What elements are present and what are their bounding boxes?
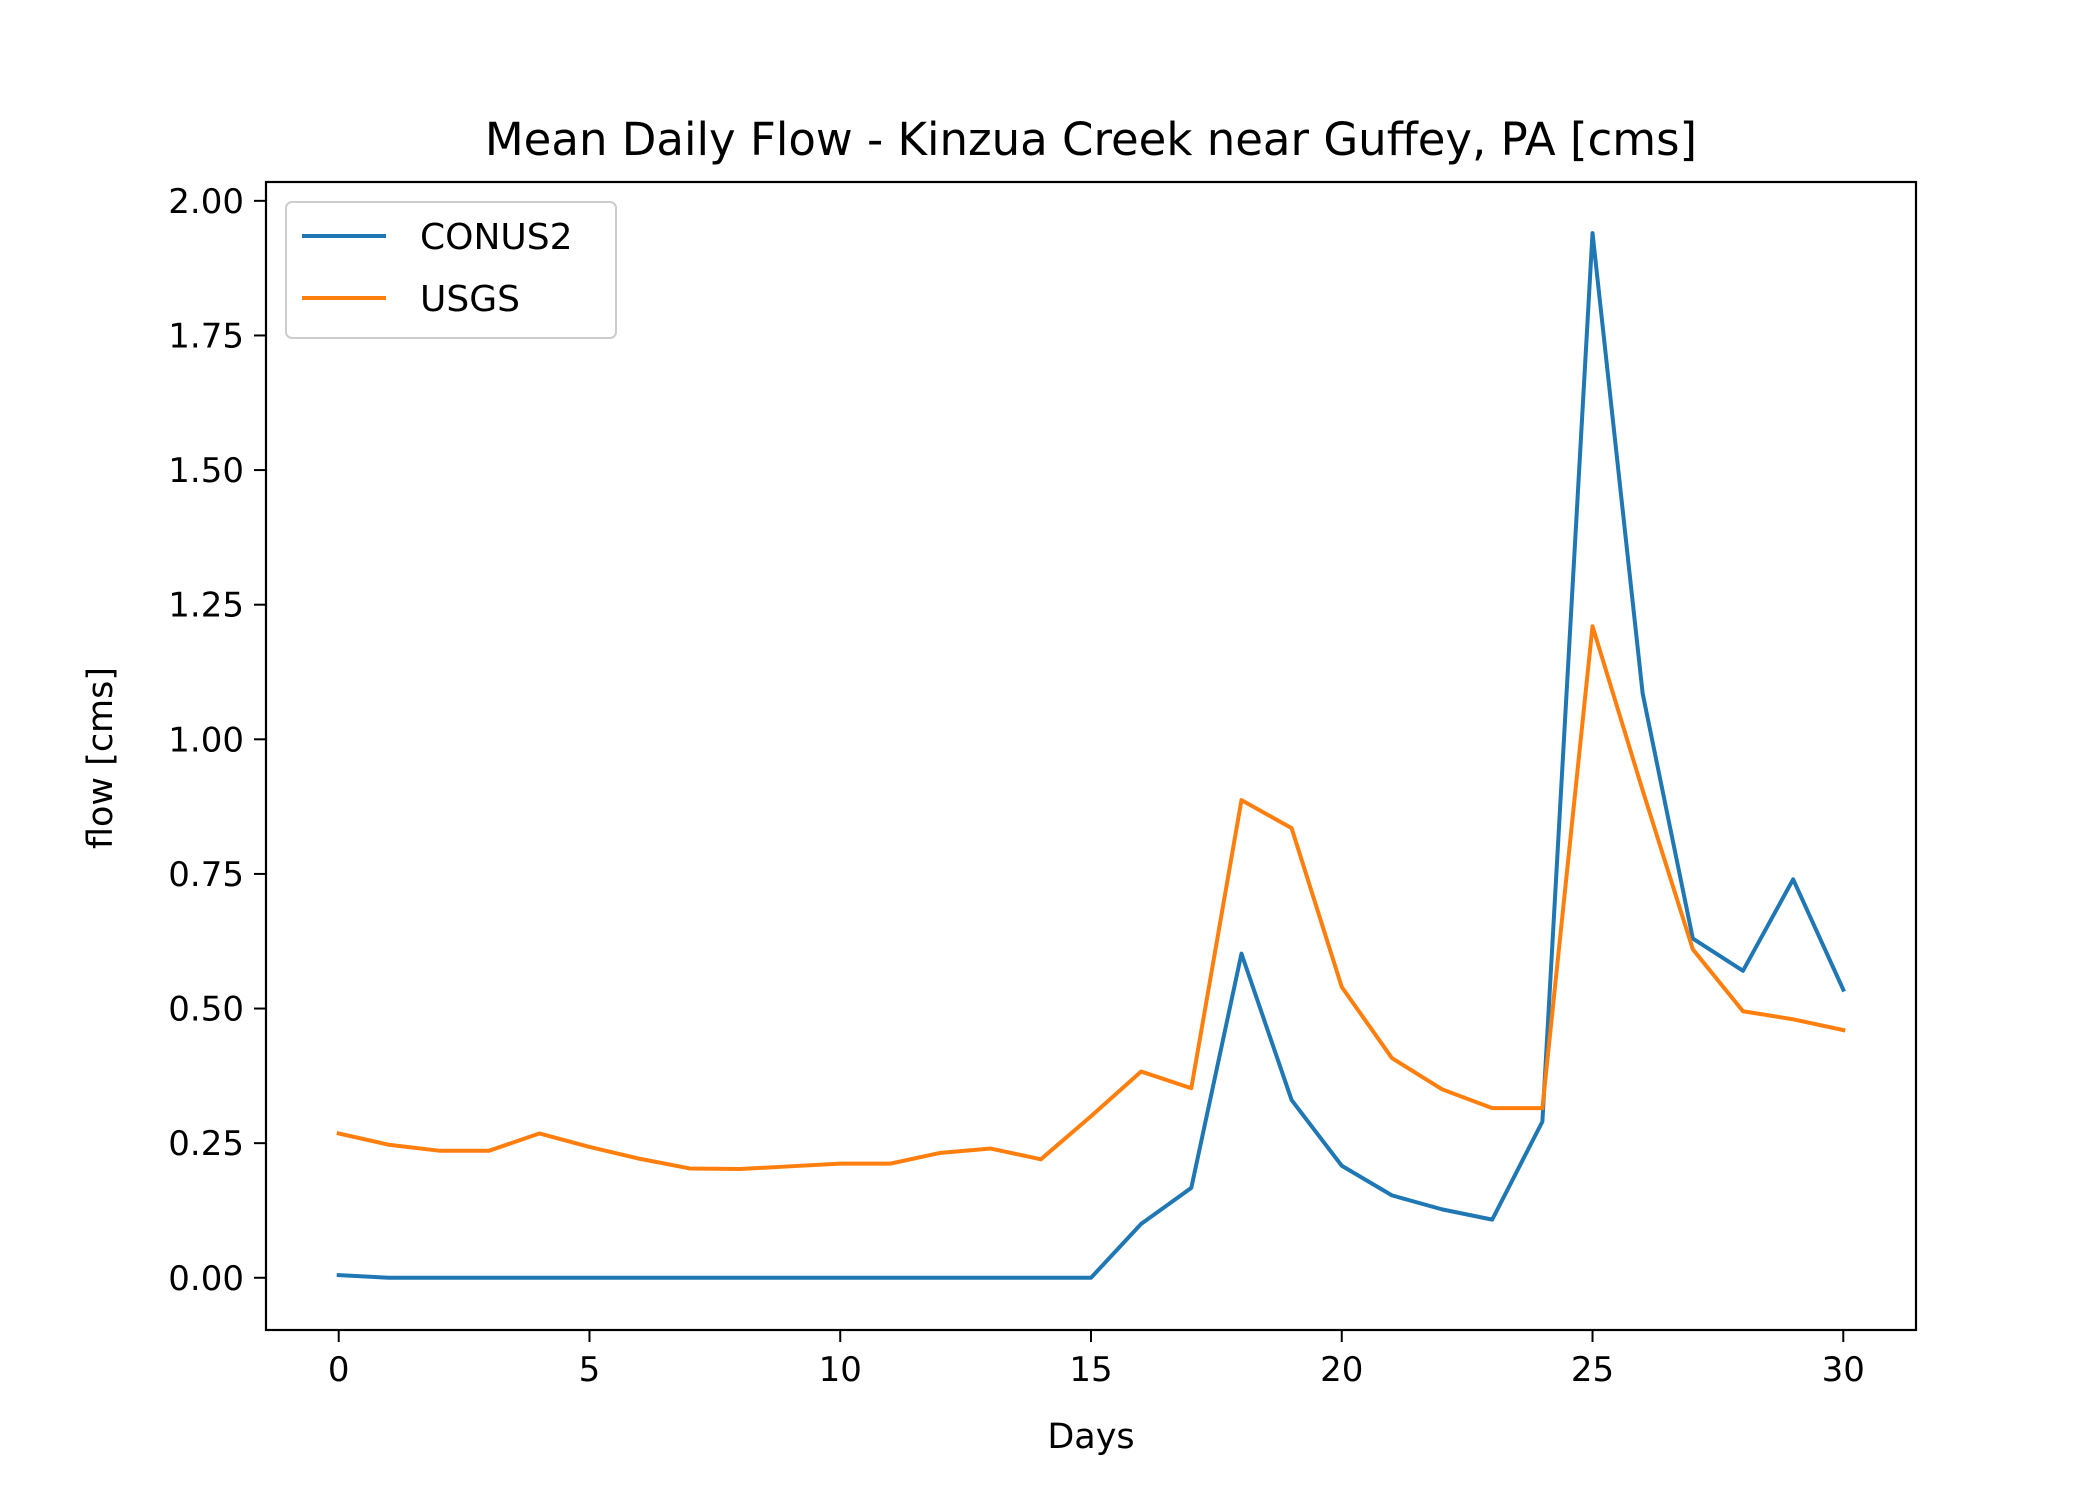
y-tick-label: 1.00 xyxy=(168,720,244,760)
legend-label-conus2: CONUS2 xyxy=(420,217,573,258)
x-axis-label: Days xyxy=(1047,1417,1134,1457)
x-tick-label: 10 xyxy=(819,1350,862,1390)
y-tick-label: 1.75 xyxy=(168,316,244,356)
y-tick-label: 2.00 xyxy=(168,182,244,222)
x-tick-label: 5 xyxy=(579,1350,601,1390)
x-tick-label: 30 xyxy=(1822,1350,1865,1390)
y-tick-label: 0.00 xyxy=(168,1259,244,1299)
y-tick-label: 1.50 xyxy=(168,451,244,491)
chart-title: Mean Daily Flow - Kinzua Creek near Guff… xyxy=(485,113,1697,166)
legend: CONUS2 USGS xyxy=(285,201,617,339)
ticks-layer: 0 5 10 15 20 25 30 0.00 0.25 0.50 0.75 1.00 1.25 1.50… xyxy=(168,182,1865,1390)
series-line-conus2 xyxy=(336,231,1846,1280)
y-tick-label: 0.75 xyxy=(168,855,244,895)
y-axis-label: flow [cms] xyxy=(81,667,121,849)
y-tick-label: 0.50 xyxy=(168,990,244,1030)
y-tick-label: 1.25 xyxy=(168,586,244,626)
legend-label-usgs: USGS xyxy=(420,279,520,320)
series-layer xyxy=(336,231,1846,1280)
x-tick-label: 0 xyxy=(328,1350,350,1390)
y-tick-label: 0.25 xyxy=(168,1124,244,1164)
x-tick-label: 25 xyxy=(1571,1350,1614,1390)
series-line-usgs xyxy=(336,624,1846,1171)
x-tick-label: 20 xyxy=(1320,1350,1363,1390)
x-tick-label: 15 xyxy=(1069,1350,1112,1390)
plot-frame xyxy=(264,180,1918,1332)
